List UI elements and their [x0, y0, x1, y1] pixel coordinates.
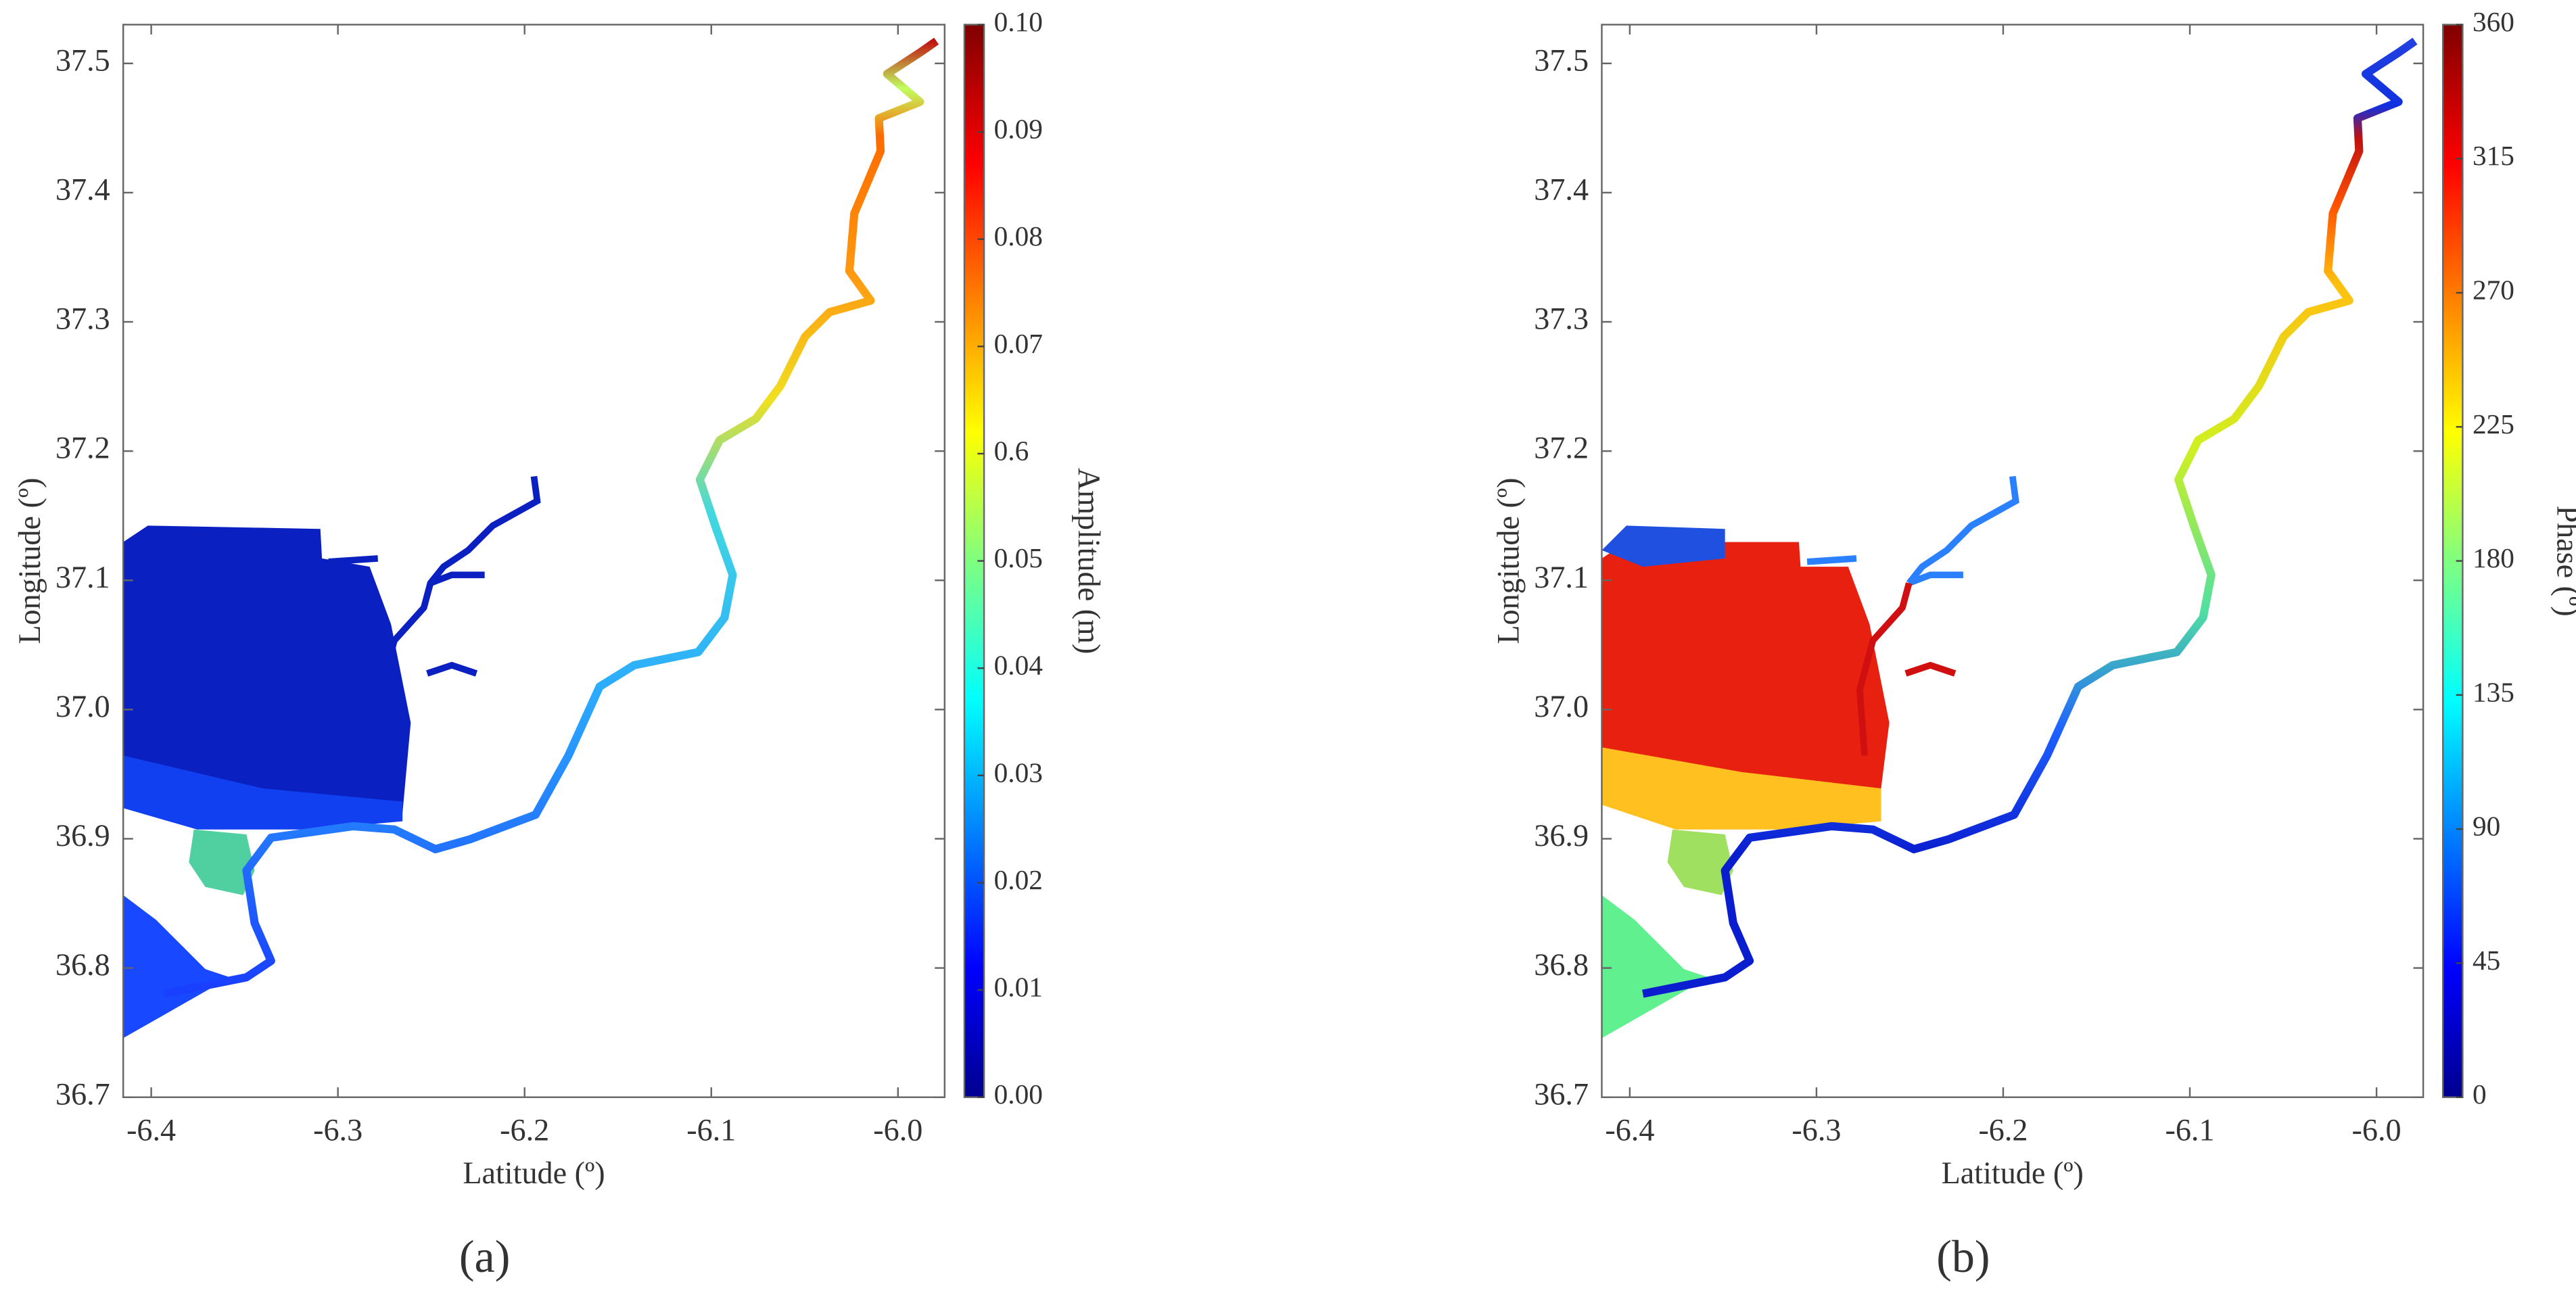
y-tick-label: 36.9 [55, 818, 110, 853]
x-axis-label: Latitude (º) [463, 1156, 605, 1190]
y-tick-label: 37.4 [1534, 172, 1589, 206]
map-a [123, 37, 939, 1039]
y-tick-label: 37.5 [1534, 43, 1589, 77]
colorbar-label: Phase (º) [2550, 505, 2576, 616]
coast-area [123, 895, 231, 1039]
marsh-area [189, 829, 255, 895]
x-tick-label: -6.3 [313, 1113, 362, 1147]
colorbar-tick-label: 45 [2473, 945, 2500, 976]
x-tick-label: -6.3 [1792, 1113, 1841, 1147]
x-tick-label: -6.4 [126, 1113, 176, 1147]
colorbar-tick-label: 135 [2473, 676, 2514, 707]
estuary-area [1601, 747, 1881, 830]
colorbar-tick-label: 0.08 [994, 220, 1043, 252]
colorbar-tick-label: 0.10 [994, 6, 1043, 37]
colorbar-tick-label: 0.05 [994, 542, 1043, 573]
colorbar-tick-label: 0.07 [994, 328, 1043, 359]
colorbar-tick-label: 0.00 [994, 1078, 1043, 1110]
y-tick-label: 36.9 [1534, 818, 1589, 853]
y-tick-label: 37.0 [1534, 689, 1589, 723]
river [1642, 37, 2418, 998]
y-tick-label: 36.7 [55, 1076, 110, 1111]
y-tick-label: 37.3 [1534, 302, 1589, 336]
x-tick-label: -6.2 [500, 1113, 549, 1147]
tributary [1806, 475, 2019, 586]
y-tick-label: 37.5 [55, 43, 110, 77]
colorbar-tick-label: 0.6 [994, 435, 1029, 466]
y-axis-label: Longitude (º) [1491, 477, 1525, 644]
estuary-area [123, 525, 411, 822]
marsh-area [1667, 829, 1733, 895]
colorbar-tick-label: 0.04 [994, 650, 1043, 681]
x-tick-label: -6.0 [873, 1113, 922, 1147]
x-axis-label: Latitude (º) [1942, 1156, 2084, 1190]
y-axis-label: Longitude (º) [12, 477, 47, 644]
map-b [1601, 37, 2418, 1039]
y-tick-label: 36.8 [1534, 947, 1589, 982]
y-tick-label: 36.8 [55, 947, 110, 982]
y-tick-label: 37.2 [55, 431, 110, 465]
y-tick-label: 37.4 [55, 172, 110, 206]
marsh-area [1601, 525, 1725, 567]
axes-frame [1601, 24, 2425, 1098]
y-tick-label: 37.2 [1534, 431, 1589, 465]
panel-label: (a) [459, 1231, 510, 1282]
y-tick-label: 36.7 [1534, 1076, 1589, 1111]
estuary-area [123, 755, 403, 830]
colorbar-tick-label: 360 [2473, 6, 2514, 37]
colorbar-tick-label: 0.02 [994, 864, 1043, 895]
tributary [246, 475, 541, 756]
axes-frame [122, 24, 946, 1098]
colorbar-tick-label: 0.09 [994, 114, 1043, 145]
coast-area [1601, 895, 1709, 1039]
colorbar-tick-label: 270 [2473, 274, 2514, 305]
river [163, 37, 939, 998]
colorbar-label: Amplitude (m) [1072, 468, 1106, 655]
y-tick-label: 37.3 [55, 302, 110, 336]
colorbar-tick-label: 0.01 [994, 972, 1043, 1003]
x-tick-label: -6.1 [686, 1113, 736, 1147]
colorbar-tick-label: 90 [2473, 811, 2500, 842]
estuary-area [1601, 542, 1890, 805]
y-tick-label: 37.1 [55, 560, 110, 594]
y-tick-label: 37.1 [1534, 560, 1589, 594]
x-tick-label: -6.0 [2352, 1113, 2402, 1147]
x-tick-label: -6.4 [1605, 1113, 1654, 1147]
colorbar-tick-label: 180 [2473, 542, 2514, 573]
x-tick-label: -6.1 [2165, 1113, 2214, 1147]
colorbar-tick-label: 315 [2473, 140, 2514, 171]
y-tick-label: 37.0 [55, 689, 110, 723]
panel-label: (b) [1936, 1231, 1990, 1282]
colorbar-tick-label: 0.03 [994, 757, 1043, 788]
colorbar-tick-label: 0 [2473, 1078, 2487, 1110]
tributary [1856, 582, 1957, 756]
x-tick-label: -6.2 [1978, 1113, 2028, 1147]
colorbar-tick-label: 225 [2473, 408, 2514, 440]
